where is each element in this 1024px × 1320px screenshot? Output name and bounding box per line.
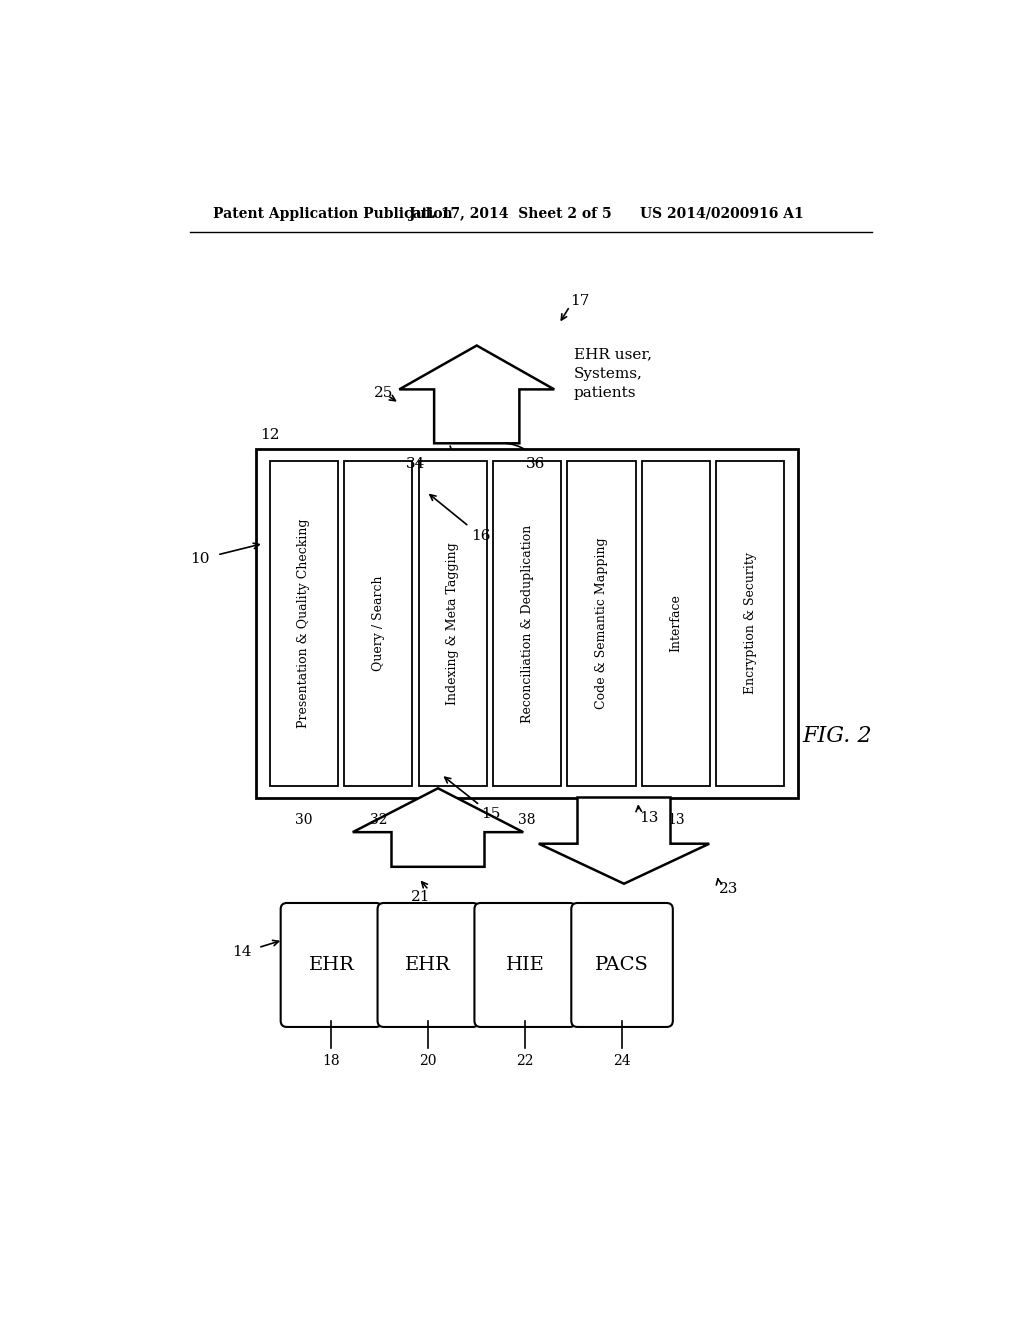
Text: 23: 23 bbox=[719, 882, 738, 896]
Text: 16: 16 bbox=[471, 529, 490, 543]
Bar bbox=[642, 461, 710, 785]
Bar bbox=[716, 461, 784, 785]
Text: 14: 14 bbox=[232, 945, 252, 958]
Text: 15: 15 bbox=[481, 807, 501, 821]
Text: EHR: EHR bbox=[406, 956, 452, 974]
Text: 18: 18 bbox=[323, 1053, 340, 1068]
Text: PACS: PACS bbox=[595, 956, 649, 974]
Polygon shape bbox=[399, 346, 554, 444]
Text: Reconciliation & Deduplication: Reconciliation & Deduplication bbox=[520, 524, 534, 722]
Text: Patent Application Publication: Patent Application Publication bbox=[213, 207, 453, 220]
Polygon shape bbox=[352, 788, 523, 867]
Text: 10: 10 bbox=[189, 552, 209, 566]
Text: 24: 24 bbox=[613, 1053, 631, 1068]
Bar bbox=[270, 461, 338, 785]
Text: 32: 32 bbox=[370, 813, 387, 826]
Text: 22: 22 bbox=[516, 1053, 534, 1068]
Text: Code & Semantic Mapping: Code & Semantic Mapping bbox=[595, 537, 608, 709]
Polygon shape bbox=[539, 797, 710, 884]
Text: 20: 20 bbox=[420, 1053, 437, 1068]
Text: Interface: Interface bbox=[670, 594, 682, 652]
FancyBboxPatch shape bbox=[378, 903, 479, 1027]
Text: 36: 36 bbox=[525, 457, 545, 471]
FancyBboxPatch shape bbox=[281, 903, 382, 1027]
Text: 30: 30 bbox=[295, 813, 312, 826]
Text: Presentation & Quality Checking: Presentation & Quality Checking bbox=[297, 519, 310, 729]
Text: 21: 21 bbox=[411, 890, 430, 904]
Text: EHR: EHR bbox=[308, 956, 354, 974]
Text: FIG. 2: FIG. 2 bbox=[802, 725, 871, 747]
Text: Query / Search: Query / Search bbox=[372, 576, 385, 672]
Text: 17: 17 bbox=[569, 294, 589, 308]
Text: US 2014/0200916 A1: US 2014/0200916 A1 bbox=[640, 207, 803, 220]
FancyBboxPatch shape bbox=[474, 903, 575, 1027]
Text: 34: 34 bbox=[406, 457, 425, 471]
Bar bbox=[493, 461, 561, 785]
Text: 12: 12 bbox=[260, 428, 280, 442]
Bar bbox=[567, 461, 636, 785]
Bar bbox=[344, 461, 413, 785]
Text: 25: 25 bbox=[374, 387, 393, 400]
Bar bbox=[256, 449, 799, 797]
Text: Indexing & Meta Tagging: Indexing & Meta Tagging bbox=[446, 543, 459, 705]
Text: Encryption & Security: Encryption & Security bbox=[743, 553, 757, 694]
Text: 13: 13 bbox=[640, 812, 658, 825]
FancyBboxPatch shape bbox=[571, 903, 673, 1027]
Text: EHR user,
Systems,
patients: EHR user, Systems, patients bbox=[573, 347, 651, 400]
Text: 13: 13 bbox=[667, 813, 685, 826]
Text: HIE: HIE bbox=[506, 956, 545, 974]
Text: Jul. 17, 2014  Sheet 2 of 5: Jul. 17, 2014 Sheet 2 of 5 bbox=[410, 207, 612, 220]
Text: 38: 38 bbox=[518, 813, 536, 826]
Bar bbox=[419, 461, 486, 785]
